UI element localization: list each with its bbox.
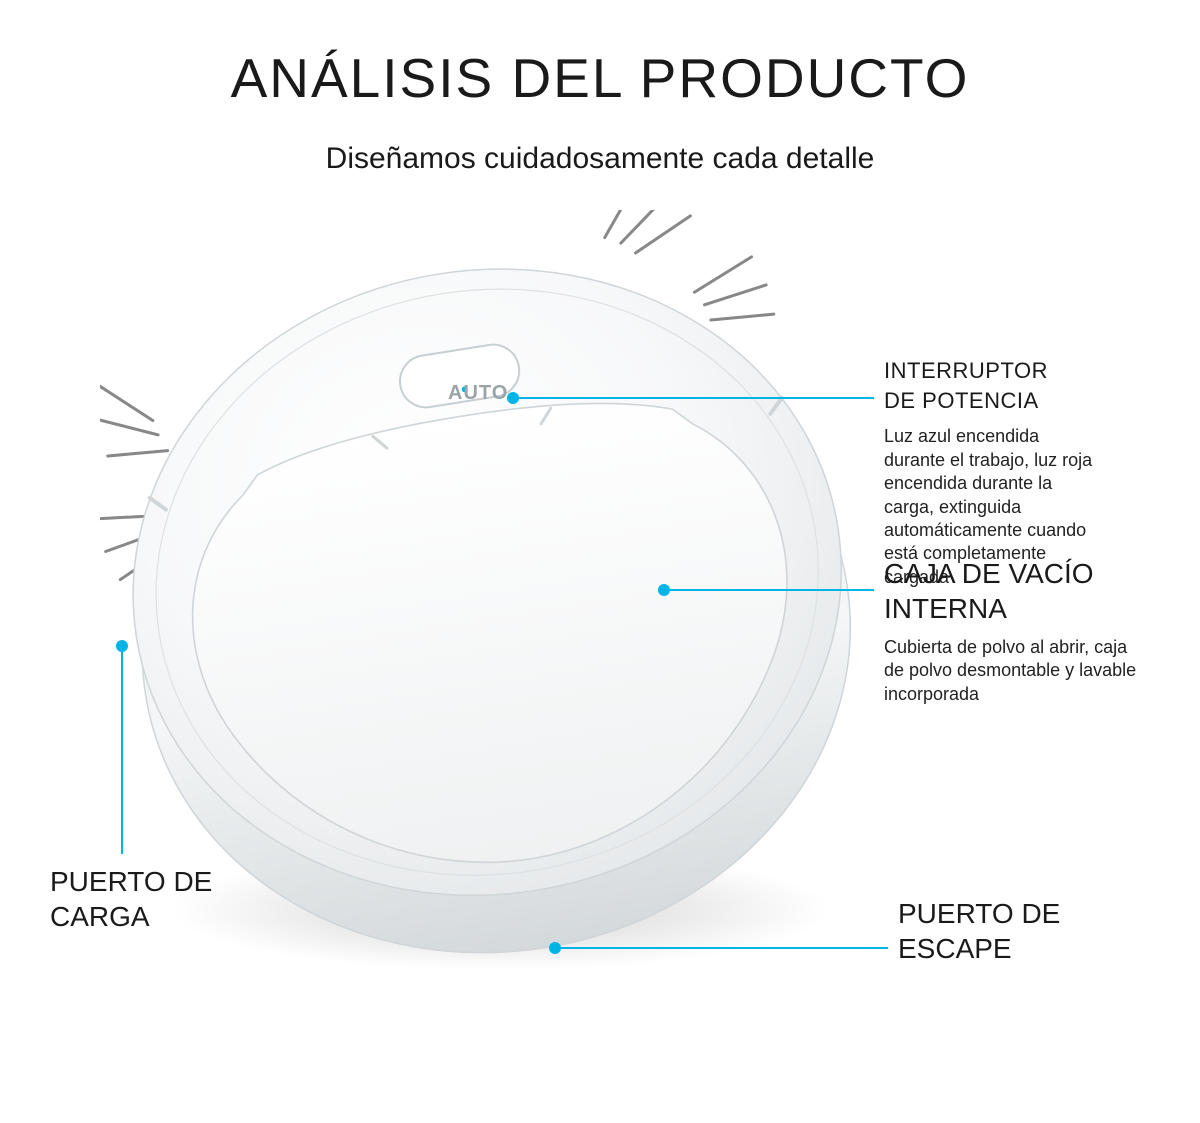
callout-charge: PUERTO DE CARGA xyxy=(50,864,270,934)
vacuum-dot-icon xyxy=(658,584,670,596)
callout-charge-title-1: PUERTO DE xyxy=(50,866,212,897)
callout-escape: PUERTO DE ESCAPE xyxy=(898,896,1118,966)
page-subtitle: Diseñamos cuidadosamente cada detalle xyxy=(0,142,1200,176)
callout-escape-title-2: ESCAPE xyxy=(898,933,1012,964)
callout-vacuum-title-2: INTERNA xyxy=(884,593,1007,624)
auto-button-label: AUTO xyxy=(448,382,508,405)
callout-vacuum: CAJA DE VACÍO INTERNA Cubierta de polvo … xyxy=(884,556,1144,706)
power-leader-line xyxy=(519,397,874,399)
charge-dot-icon xyxy=(116,640,128,652)
escape-dot-icon xyxy=(549,942,561,954)
power-dot-icon xyxy=(507,392,519,404)
page-title: ANÁLISIS DEL PRODUCTO xyxy=(0,46,1200,110)
callout-power-title-1: INTERRUPTOR xyxy=(884,358,1048,383)
callout-power-title-2: DE POTENCIA xyxy=(884,388,1039,413)
vacuum-leader-line xyxy=(670,589,874,591)
callout-escape-title-1: PUERTO DE xyxy=(898,898,1060,929)
callout-charge-title-2: CARGA xyxy=(50,901,150,932)
callout-vacuum-desc: Cubierta de polvo al abrir, caja de polv… xyxy=(884,636,1144,706)
callout-vacuum-title-1: CAJA DE VACÍO xyxy=(884,558,1094,589)
charge-leader-line xyxy=(121,652,123,854)
callout-power: INTERRUPTOR DE POTENCIA Luz azul encendi… xyxy=(884,356,1094,589)
escape-leader-line xyxy=(561,947,888,949)
